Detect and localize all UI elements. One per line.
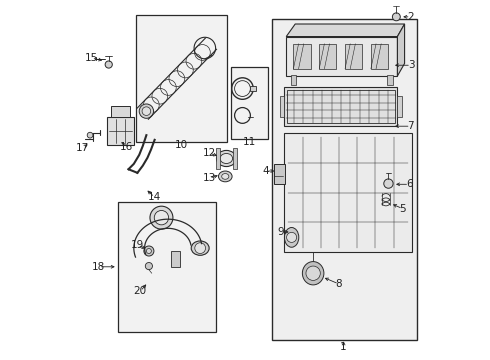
Bar	[111, 106, 130, 117]
Text: 9: 9	[277, 227, 284, 237]
Circle shape	[150, 206, 173, 229]
Text: 16: 16	[120, 142, 133, 152]
Circle shape	[142, 107, 151, 116]
Circle shape	[384, 179, 393, 188]
Text: 2: 2	[407, 12, 414, 22]
Circle shape	[147, 248, 151, 253]
Bar	[274, 164, 285, 184]
Text: 14: 14	[148, 192, 161, 202]
Text: 11: 11	[243, 137, 256, 147]
Bar	[172, 251, 180, 267]
Text: 5: 5	[399, 204, 406, 214]
Bar	[287, 90, 394, 123]
Polygon shape	[397, 24, 405, 76]
Bar	[250, 86, 256, 91]
Text: 20: 20	[134, 286, 147, 296]
Text: 6: 6	[406, 179, 413, 189]
Text: 15: 15	[85, 53, 98, 63]
Text: 8: 8	[336, 279, 343, 289]
Bar	[319, 44, 337, 69]
Circle shape	[146, 262, 152, 270]
Bar	[345, 44, 362, 69]
Ellipse shape	[302, 262, 324, 285]
Bar	[388, 75, 393, 85]
Text: 19: 19	[131, 240, 144, 250]
Text: 7: 7	[407, 121, 414, 131]
Bar	[272, 19, 417, 339]
Ellipse shape	[285, 228, 299, 247]
Ellipse shape	[191, 241, 209, 255]
Text: 12: 12	[202, 148, 216, 158]
Ellipse shape	[220, 153, 233, 163]
Ellipse shape	[217, 150, 236, 167]
Circle shape	[392, 13, 400, 21]
Ellipse shape	[219, 171, 232, 182]
Circle shape	[195, 243, 205, 253]
Bar	[285, 134, 412, 252]
Text: 3: 3	[408, 60, 415, 70]
Bar	[291, 75, 296, 85]
Bar	[107, 117, 134, 145]
Circle shape	[287, 232, 296, 242]
Bar	[286, 37, 397, 76]
Circle shape	[144, 246, 154, 256]
Bar	[280, 96, 285, 117]
Text: 4: 4	[263, 166, 269, 176]
Bar	[118, 202, 216, 332]
Bar	[285, 87, 397, 126]
Bar	[233, 148, 237, 169]
Polygon shape	[286, 24, 405, 37]
Ellipse shape	[139, 104, 153, 118]
Bar	[231, 67, 269, 139]
Text: 1: 1	[341, 342, 347, 352]
Bar	[294, 44, 311, 69]
Bar	[371, 44, 388, 69]
Text: 18: 18	[92, 262, 105, 272]
Bar	[397, 96, 402, 117]
Circle shape	[87, 132, 93, 138]
Bar	[136, 15, 227, 142]
Bar	[216, 148, 220, 169]
Ellipse shape	[221, 174, 229, 179]
Text: 17: 17	[76, 143, 90, 153]
Text: 10: 10	[175, 140, 188, 150]
Circle shape	[154, 211, 169, 225]
Circle shape	[105, 61, 112, 68]
Circle shape	[306, 266, 320, 280]
Text: 13: 13	[202, 173, 216, 183]
